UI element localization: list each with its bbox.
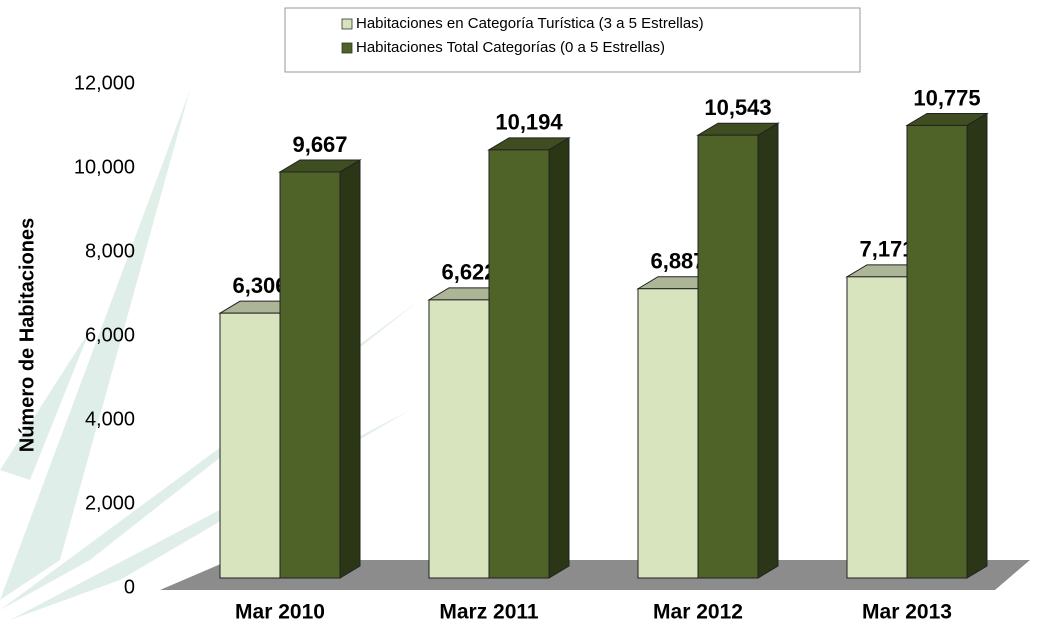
bar-front <box>428 299 490 579</box>
bar-side <box>757 122 779 579</box>
value-label: 7,171 <box>859 237 914 262</box>
x-tick-label: Marz 2011 <box>439 601 539 624</box>
legend-box <box>284 7 861 73</box>
bar <box>696 122 780 579</box>
legend-swatch <box>341 18 353 30</box>
legend-label: Habitaciones en Categoría Turística (3 a… <box>356 15 704 32</box>
x-tick-label: Mar 2013 <box>862 601 952 624</box>
bar <box>278 159 362 579</box>
y-tick-label: 12,000 <box>74 72 135 94</box>
x-tick-label: Mar 2010 <box>235 601 325 624</box>
value-label: 9,667 <box>292 132 347 157</box>
legend-label: Habitaciones Total Categorías (0 a 5 Est… <box>356 39 665 56</box>
bar-front <box>846 276 908 579</box>
bar-side <box>548 136 570 579</box>
floor <box>160 560 1030 590</box>
value-label: 6,306 <box>232 273 287 298</box>
value-label: 10,194 <box>495 110 563 135</box>
bar-front <box>637 288 699 579</box>
bar-front <box>906 124 968 579</box>
y-tick-label: 4,000 <box>85 408 135 430</box>
bar <box>905 112 989 579</box>
legend-swatch <box>341 42 353 54</box>
y-tick-label: 2,000 <box>85 492 135 514</box>
bar-side <box>339 159 361 579</box>
bar <box>487 136 571 579</box>
value-label: 6,887 <box>650 249 705 274</box>
bar-side <box>966 112 988 579</box>
y-tick-label: 10,000 <box>74 156 135 178</box>
y-tick-label: 8,000 <box>85 240 135 262</box>
y-tick-label: 0 <box>124 576 135 598</box>
y-tick-label: 6,000 <box>85 324 135 346</box>
value-label: 6,622 <box>441 260 496 285</box>
y-axis-label: Número de Habitaciones <box>16 218 38 453</box>
bar-front <box>697 134 759 579</box>
bar-front <box>279 171 341 579</box>
bar-front <box>219 312 281 579</box>
value-label: 10,543 <box>704 95 771 120</box>
bar-front <box>488 149 550 579</box>
x-tick-label: Mar 2012 <box>653 601 743 624</box>
value-label: 10,775 <box>913 85 980 110</box>
